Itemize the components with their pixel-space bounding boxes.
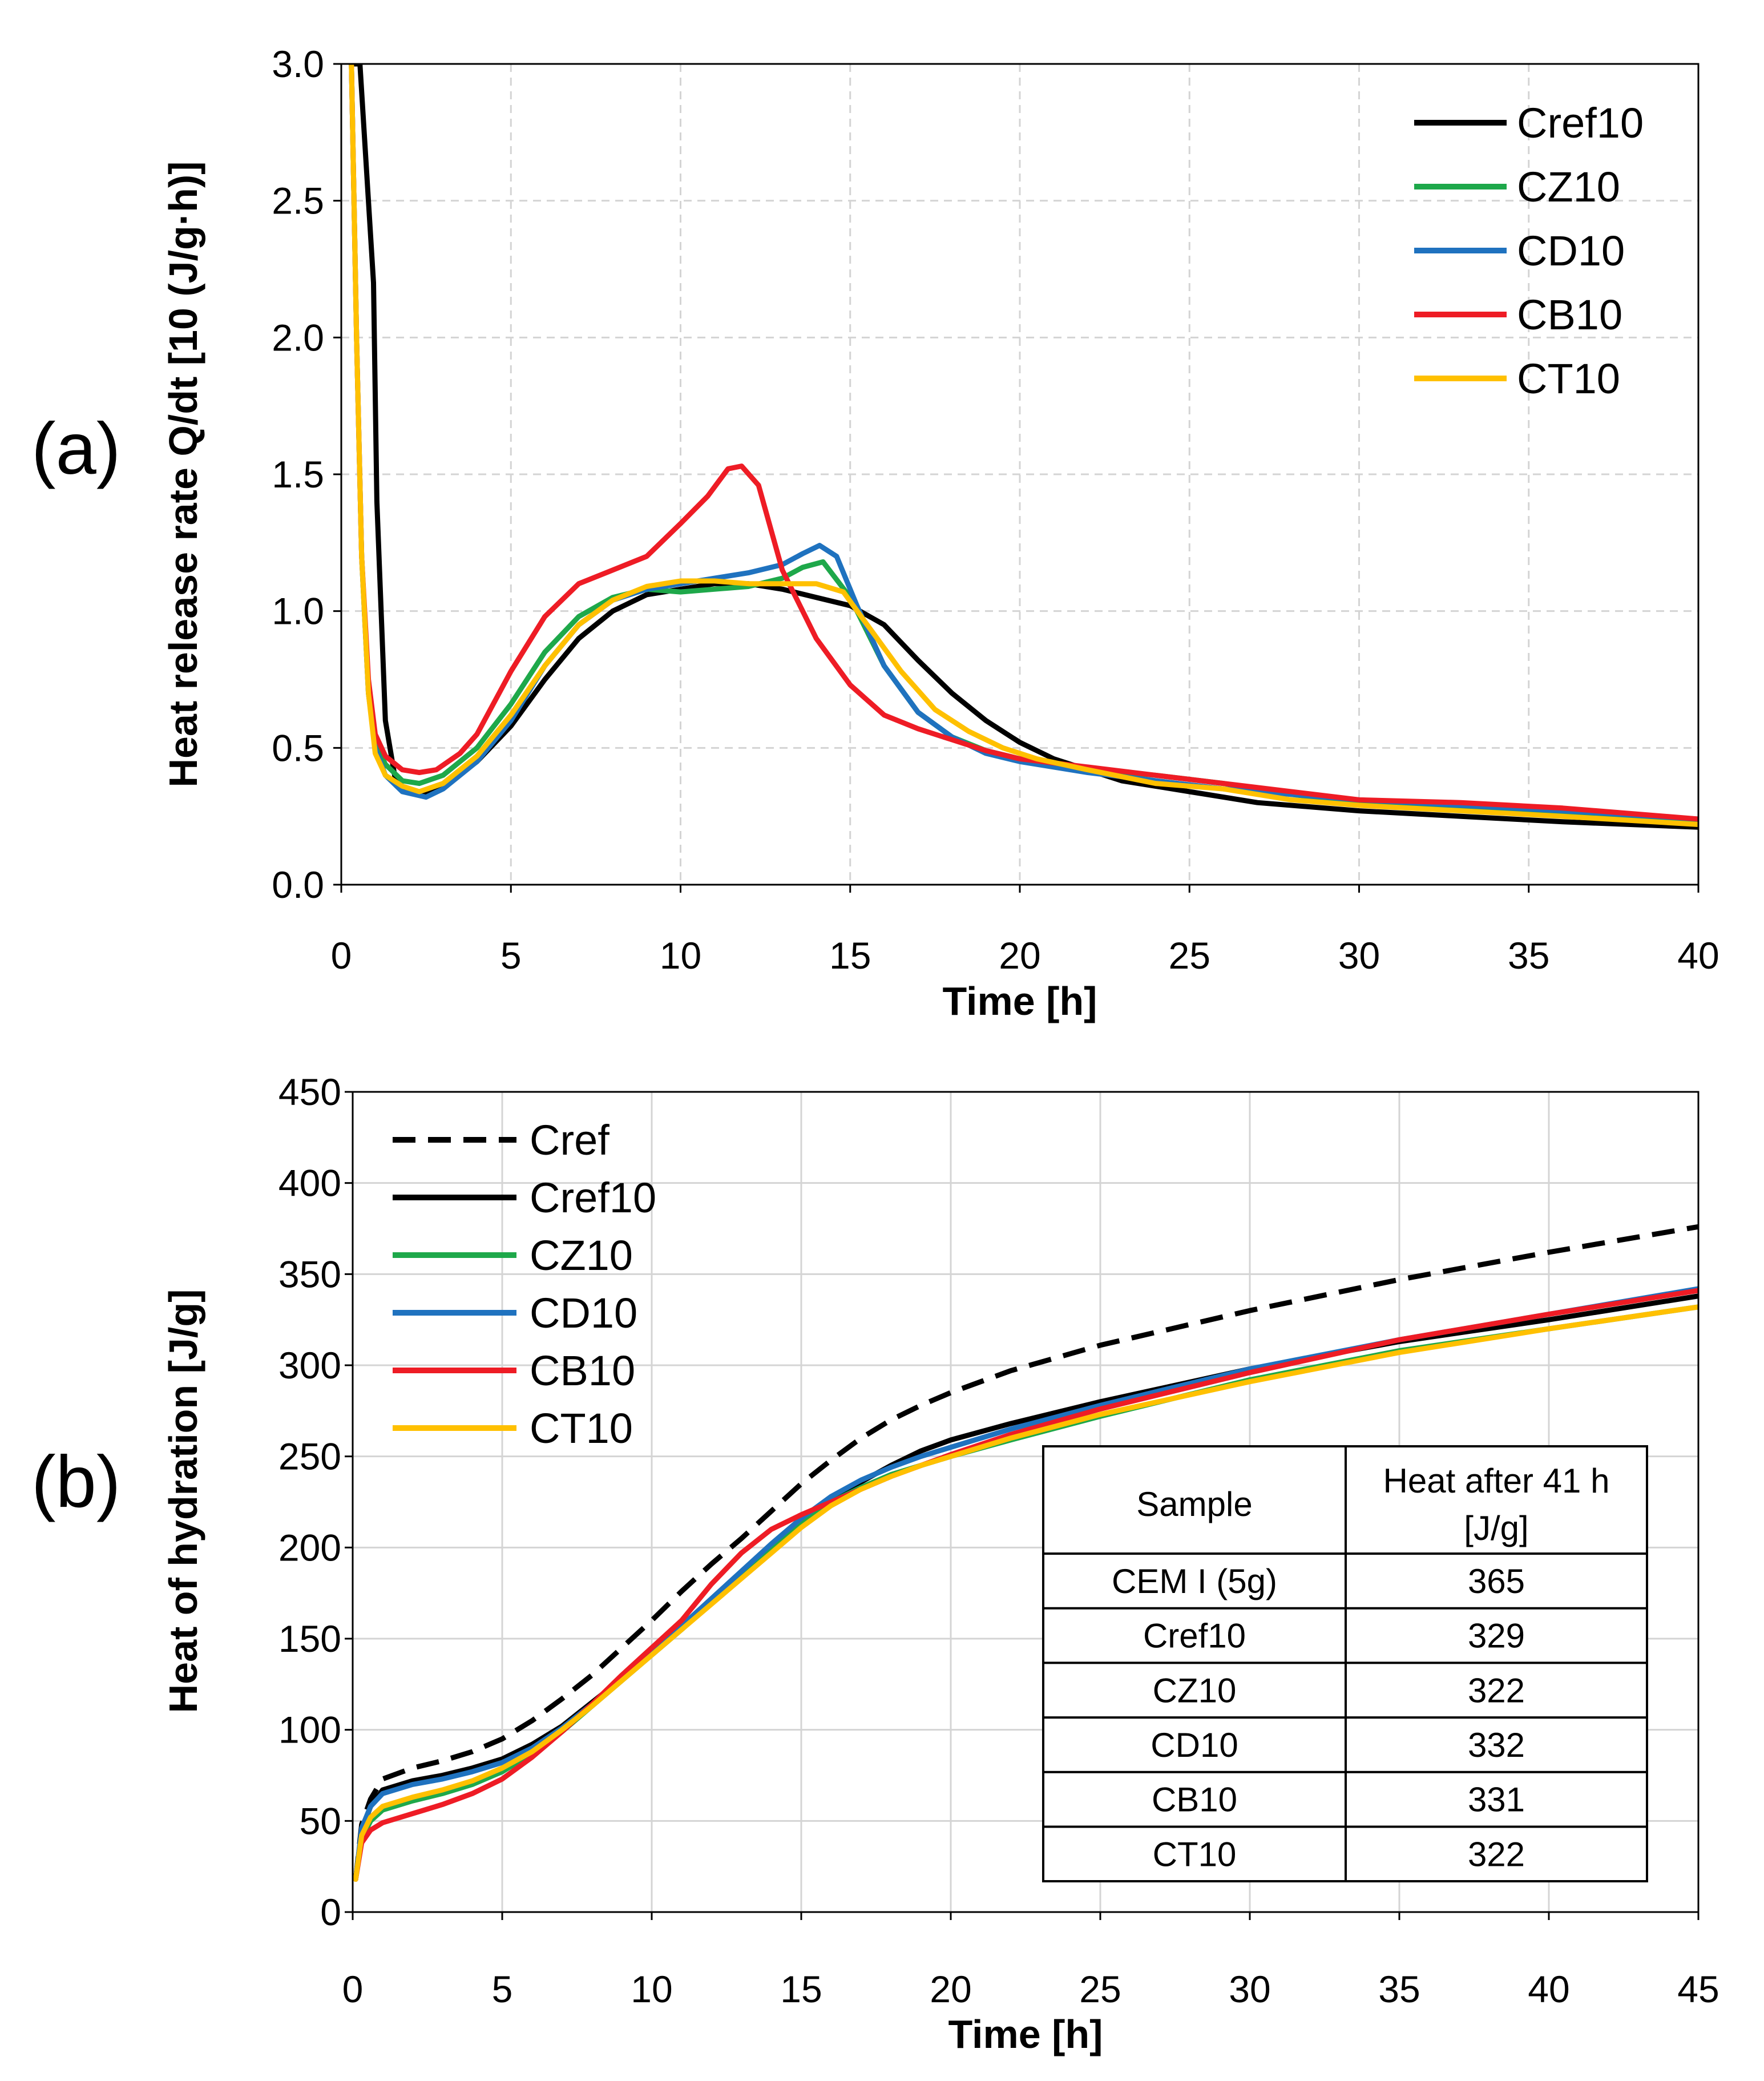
- panel-b-x-tick-label: 35: [1378, 1968, 1420, 2010]
- panel-b-y-tick-label: 0: [320, 1891, 341, 1933]
- table-cell-heat: 322: [1468, 1835, 1525, 1873]
- panel-b-y-tick-label: 300: [278, 1344, 341, 1386]
- panel-a-x-tick-label: 15: [829, 934, 871, 977]
- legend-label-cd10: CD10: [530, 1289, 637, 1337]
- panel-b-x-tick-label: 15: [780, 1968, 822, 2010]
- panel-b-y-ticks: 0 50 100 150 200 250 300 350 400 450: [278, 1071, 353, 1933]
- panel-a-x-tick-label: 0: [331, 934, 352, 977]
- panel-b-legend: Cref Cref10 CZ10 CD10 CB10 CT10: [393, 1116, 656, 1452]
- panel-a-series: [349, 64, 1698, 830]
- series-line-cb10: [349, 64, 1698, 822]
- legend-label-cb10: CB10: [530, 1347, 635, 1394]
- panel-a-heat-release-rate: (a) 0 5 10 15 20 25 30 35 40 0.0 0.5 1.0 1.5 2.0 2.5 3…: [31, 43, 1719, 1023]
- table-header-unit: [J/g]: [1464, 1509, 1528, 1547]
- panel-b-heat-of-hydration: (b) 0 5 10 15 20 25 30 35 40 45 0 50 100 150 200 250 30…: [31, 1071, 1719, 2056]
- legend-label-cref10: Cref10: [530, 1174, 656, 1221]
- table-cell-sample: Cref10: [1143, 1617, 1246, 1655]
- panel-a-y-tick-label: 0.5: [272, 727, 324, 769]
- table-header-sample: Sample: [1136, 1485, 1252, 1523]
- panel-b-x-tick-label: 30: [1229, 1968, 1270, 2010]
- panel-b-x-tick-label: 25: [1079, 1968, 1121, 2010]
- table-cell-heat: 365: [1468, 1562, 1525, 1600]
- legend-label-cz10: CZ10: [530, 1232, 633, 1279]
- series-line-cref: [353, 1224, 1698, 1880]
- series-line-ct10: [353, 1304, 1698, 1882]
- panel-a-x-tick-label: 10: [660, 934, 701, 977]
- legend-label-ct10: CT10: [1517, 355, 1620, 402]
- panel-b-x-axis-title: Time [h]: [948, 2012, 1103, 2056]
- panel-a-y-tick-label: 1.0: [272, 590, 324, 632]
- panel-a-x-tick-label: 20: [999, 934, 1040, 977]
- table-header-heat: Heat after 41 h: [1383, 1462, 1610, 1500]
- panel-b-grid: [353, 1092, 1698, 1912]
- panel-b-y-tick-label: 450: [278, 1071, 341, 1113]
- panel-b-y-tick-label: 100: [278, 1709, 341, 1751]
- panel-b-plot-frame: [352, 1091, 1700, 1913]
- table-cell-heat: 329: [1468, 1617, 1525, 1655]
- table-rows: CEM I (5g) 365 Cref10 329 CZ10 322 CD10 332 CB10…: [1112, 1562, 1525, 1874]
- panel-b-x-ticks: 0 5 10 15 20 25 30 35 40 45: [342, 1912, 1719, 2010]
- series-line-cd10: [353, 1286, 1698, 1882]
- panel-a-y-tick-label: 2.0: [272, 316, 324, 358]
- panel-b-x-tick-label: 45: [1677, 1968, 1719, 2010]
- table-cell-sample: CEM I (5g): [1112, 1562, 1277, 1600]
- panel-a-y-tick-label: 0.0: [272, 864, 324, 906]
- panel-b-x-tick-label: 40: [1528, 1968, 1569, 2010]
- series-line-cref10: [350, 64, 1698, 830]
- panel-a-legend: Cref10 CZ10 CD10 CB10 CT10: [1414, 99, 1644, 402]
- panel-b-x-tick-label: 20: [930, 1968, 971, 2010]
- panel-a-x-axis-title: Time [h]: [943, 979, 1097, 1023]
- series-line-cz10: [349, 64, 1698, 825]
- panel-a-y-ticks: 0.0 0.5 1.0 1.5 2.0 2.5 3.0: [272, 43, 341, 906]
- panel-b-y-tick-label: 50: [300, 1800, 341, 1842]
- table-cell-sample: CZ10: [1153, 1671, 1237, 1709]
- panel-b-x-tick-label: 0: [342, 1968, 364, 2010]
- table-cell-sample: CB10: [1152, 1781, 1237, 1819]
- panel-a-y-tick-label: 1.5: [272, 453, 324, 495]
- panel-a-label: (a): [31, 408, 120, 490]
- panel-b-y-axis-title: Heat of hydration [J/g]: [161, 1289, 205, 1713]
- panel-b-y-tick-label: 350: [278, 1253, 341, 1295]
- panel-a-y-axis-title: Heat release rate Q/dt [10 (J/g·h)]: [161, 162, 205, 788]
- series-line-cd10: [349, 64, 1698, 822]
- table-cell-sample: CT10: [1153, 1835, 1237, 1873]
- legend-label-cb10: CB10: [1517, 291, 1622, 338]
- panel-b-label: (b): [31, 1441, 120, 1523]
- panel-a-y-tick-label: 3.0: [272, 43, 324, 85]
- table-cell-heat: 322: [1468, 1671, 1525, 1709]
- panel-b-series: [353, 1224, 1698, 1882]
- legend-label-cref: Cref: [530, 1116, 609, 1164]
- panel-b-y-tick-label: 200: [278, 1526, 341, 1568]
- series-line-ct10: [349, 64, 1698, 827]
- table-row-dividers: [1043, 1552, 1647, 1828]
- panel-a-x-tick-label: 25: [1169, 934, 1210, 977]
- panel-b-x-tick-label: 5: [492, 1968, 513, 2010]
- series-line-cb10: [353, 1288, 1698, 1882]
- table-cell-heat: 332: [1468, 1726, 1525, 1764]
- panel-a-grid: [341, 64, 1698, 885]
- legend-label-cd10: CD10: [1517, 227, 1625, 275]
- panel-a-x-tick-label: 30: [1338, 934, 1380, 977]
- panel-b-y-tick-label: 150: [278, 1618, 341, 1660]
- table-cell-sample: CD10: [1151, 1726, 1238, 1764]
- heat-table: Sample Heat after 41 h [J/g] CEM I (5g) 3…: [1042, 1445, 1648, 1882]
- panel-b-x-tick-label: 10: [631, 1968, 672, 2010]
- panel-a-x-tick-label: 5: [500, 934, 522, 977]
- panel-a-y-tick-label: 2.5: [272, 180, 324, 222]
- panel-a-x-tick-label: 40: [1677, 934, 1719, 977]
- panel-b-y-tick-label: 250: [278, 1435, 341, 1478]
- table-cell-heat: 331: [1468, 1781, 1525, 1819]
- panel-b-y-tick-label: 400: [278, 1162, 341, 1204]
- legend-label-ct10: CT10: [530, 1405, 633, 1452]
- panel-a-x-ticks: 0 5 10 15 20 25 30 35 40: [331, 885, 1719, 977]
- legend-label-cz10: CZ10: [1517, 163, 1620, 211]
- panel-a-x-tick-label: 35: [1508, 934, 1549, 977]
- legend-label-cref10: Cref10: [1517, 99, 1644, 147]
